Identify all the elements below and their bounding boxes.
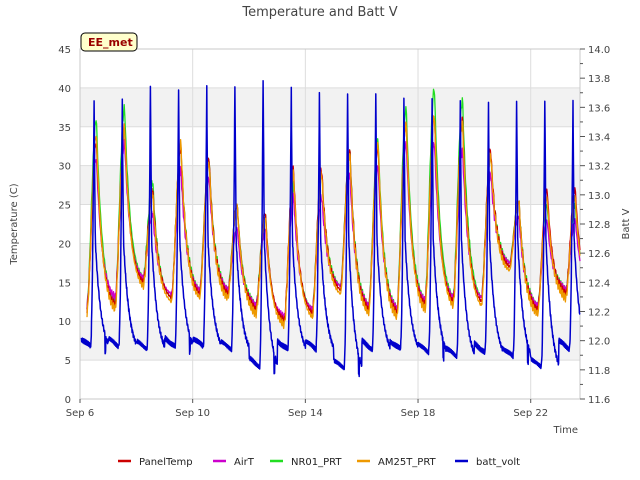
y-tick-label: 15	[58, 278, 71, 289]
y2-tick-label: 13.4	[588, 133, 610, 144]
x-axis-ticks: Sep 6 Sep 10 Sep 14 Sep 18 Sep 22	[66, 399, 548, 419]
y2-tick-label: 11.8	[588, 366, 610, 377]
x-tick-label: Sep 6	[66, 408, 94, 419]
y-tick-label: 0	[65, 395, 71, 406]
y-tick-label: 5	[65, 356, 71, 367]
grid-band	[80, 321, 580, 361]
station-tag-box	[80, 32, 138, 52]
y-axis-label: Temperature (C)	[9, 183, 20, 265]
y-tick-label: 40	[58, 84, 71, 95]
y2-tick-label: 13.6	[588, 103, 610, 114]
y2-tick-label: 13.0	[588, 191, 610, 202]
y-tick-label: 45	[58, 45, 71, 56]
y2-tick-label: 11.6	[588, 395, 610, 406]
legend-label: NR01_PRT	[291, 457, 342, 468]
station-tag: EE_met	[80, 32, 138, 52]
chart-title: Temperature and Batt V	[241, 5, 397, 20]
series-layer	[80, 79, 581, 378]
y2-tick-label: 13.8	[588, 74, 610, 85]
y2-axis-label: Batt V	[621, 208, 632, 239]
y2-tick-label: 12.2	[588, 308, 610, 319]
y-tick-label: 25	[58, 201, 71, 212]
y-axis-ticks: 0 5 10 15 20 25 30 35 40 45	[58, 45, 71, 406]
station-tag-label: EE_met	[88, 36, 133, 49]
legend-label: PanelTemp	[139, 457, 193, 468]
x-tick-label: Sep 22	[513, 408, 548, 419]
x-axis-label: Time	[553, 425, 578, 436]
x-tick-label: Sep 18	[401, 408, 436, 419]
x-tick-label: Sep 14	[288, 408, 323, 419]
legend: PanelTemp AirT NR01_PRT AM25T_PRT batt_volt	[118, 457, 520, 468]
y2-tick-label: 12.6	[588, 249, 610, 260]
grid-band	[80, 165, 580, 205]
series-line-am25t-prt	[86, 115, 581, 330]
y2-tick-label: 12.4	[588, 278, 610, 289]
legend-label: AM25T_PRT	[378, 457, 437, 468]
y2-tick-label: 12.8	[588, 220, 610, 231]
series-line-batt-volt	[80, 79, 581, 378]
y-tick-label: 35	[58, 123, 71, 134]
y-tick-label: 30	[58, 162, 71, 173]
y2-tick-label: 14.0	[588, 45, 610, 56]
series-line-paneltemp	[86, 115, 581, 326]
legend-label: batt_volt	[476, 457, 520, 468]
x-tick-label: Sep 10	[175, 408, 210, 419]
y-tick-label: 20	[58, 239, 71, 250]
y-tick-label: 10	[58, 317, 71, 328]
y2-tick-label: 13.2	[588, 162, 610, 173]
y2-axis-ticks: 11.6 11.8 12.0 12.2 12.4 12.6 12.8 13.0 13.2 13.4…	[580, 45, 610, 406]
legend-label: AirT	[234, 457, 255, 468]
y2-tick-label: 12.0	[588, 337, 610, 348]
grid-band	[80, 87, 580, 127]
